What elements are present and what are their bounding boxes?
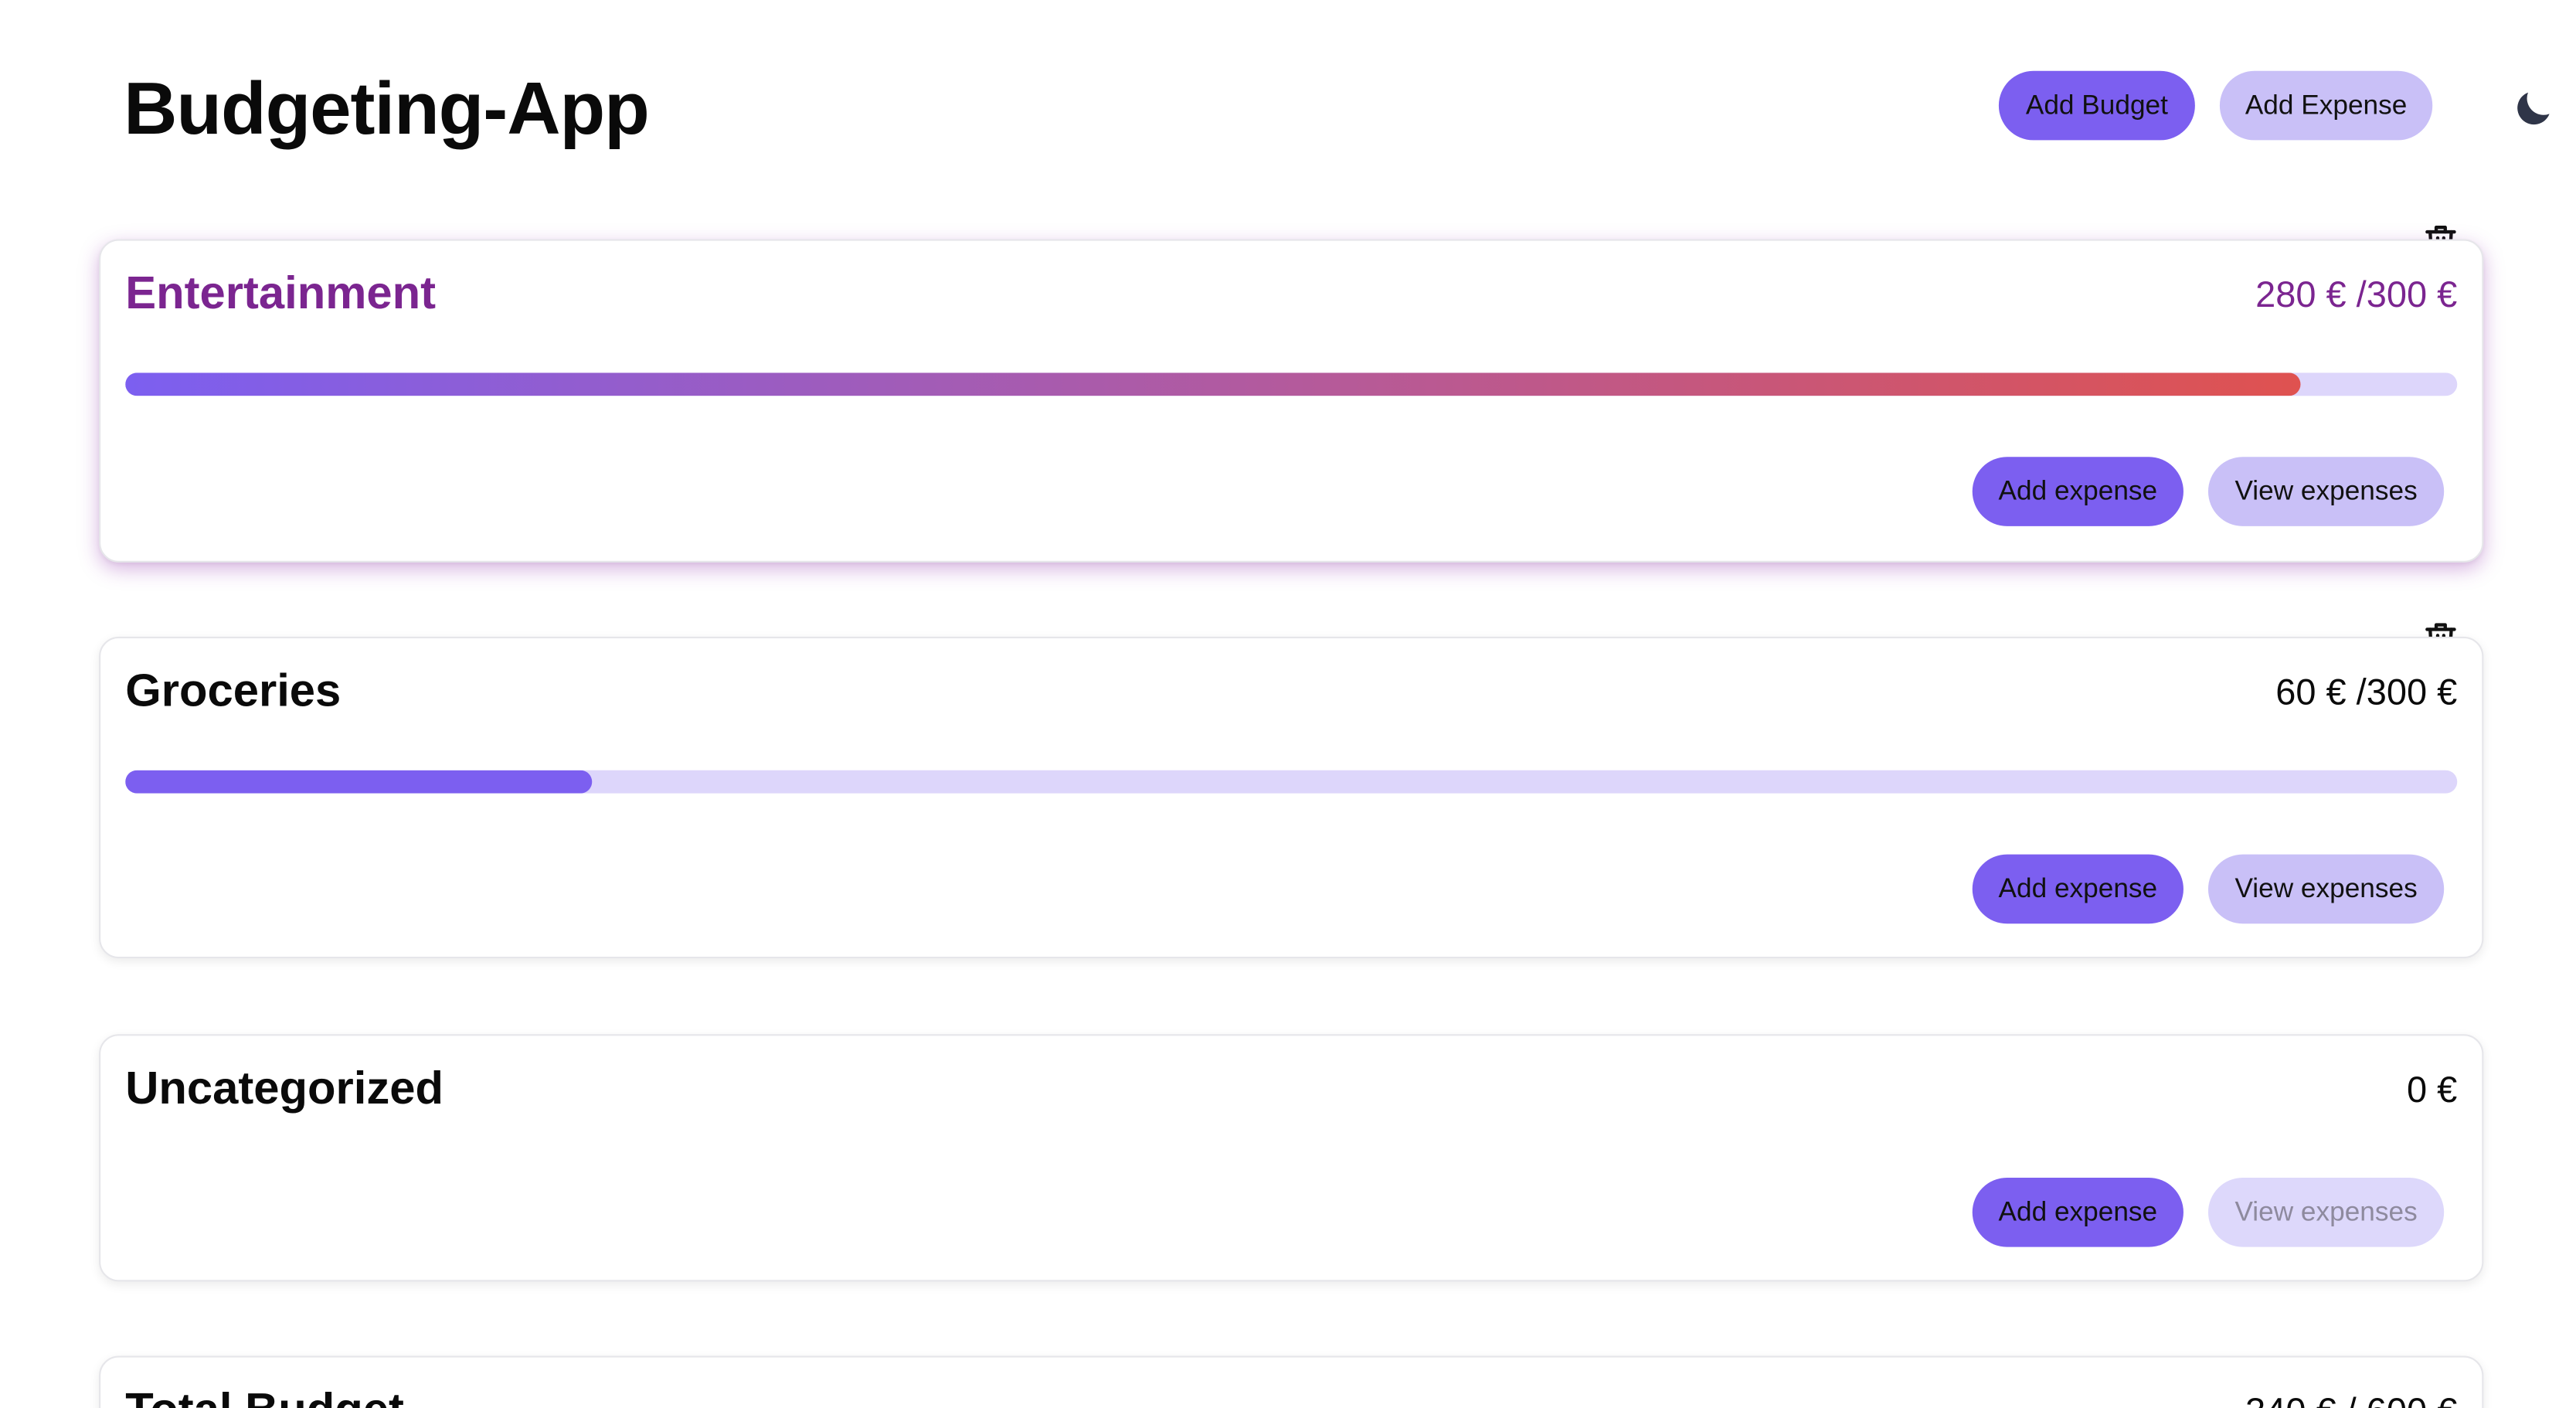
view-expenses-button[interactable]: View expenses <box>2207 854 2445 924</box>
add-budget-button[interactable]: Add Budget <box>1998 70 2195 141</box>
total-budget-amount: 340 € / 600 € <box>2245 1390 2457 1408</box>
budget-progress-bar <box>125 372 2458 396</box>
budget-name: Entertainment <box>125 267 437 318</box>
page-title: Budgeting-App <box>124 66 650 151</box>
budget-card-uncategorized: Uncategorized 0 € Add expense View expen… <box>99 1034 2484 1282</box>
budget-name: Uncategorized <box>125 1062 444 1114</box>
moon-icon[interactable] <box>2510 86 2557 132</box>
budget-card-entertainment: Entertainment 280 € /300 € Add expense V… <box>99 239 2484 563</box>
budget-name: Groceries <box>125 665 342 716</box>
total-budget-card: Total Budget 340 € / 600 € <box>99 1355 2484 1408</box>
add-expense-button[interactable]: Add Expense <box>2219 70 2433 141</box>
view-expenses-button[interactable]: View expenses <box>2207 457 2445 526</box>
budget-amount: 280 € /300 € <box>2255 274 2458 315</box>
budget-progress-bar <box>125 770 2458 794</box>
view-expenses-button: View expenses <box>2207 1177 2445 1247</box>
budget-progress-fill <box>125 770 592 794</box>
budget-amount: 0 € <box>2406 1069 2458 1110</box>
budget-progress-fill <box>125 372 2302 396</box>
total-budget-title: Total Budget <box>125 1384 404 1408</box>
app-header: Budgeting-App Add Budget Add Expense <box>124 60 2564 158</box>
add-expense-button[interactable]: Add expense <box>1972 457 2183 526</box>
add-expense-button[interactable]: Add expense <box>1972 1177 2183 1247</box>
budget-card-groceries: Groceries 60 € /300 € Add expense View e… <box>99 636 2484 959</box>
add-expense-button[interactable]: Add expense <box>1972 854 2183 924</box>
budget-amount: 60 € /300 € <box>2275 671 2458 713</box>
